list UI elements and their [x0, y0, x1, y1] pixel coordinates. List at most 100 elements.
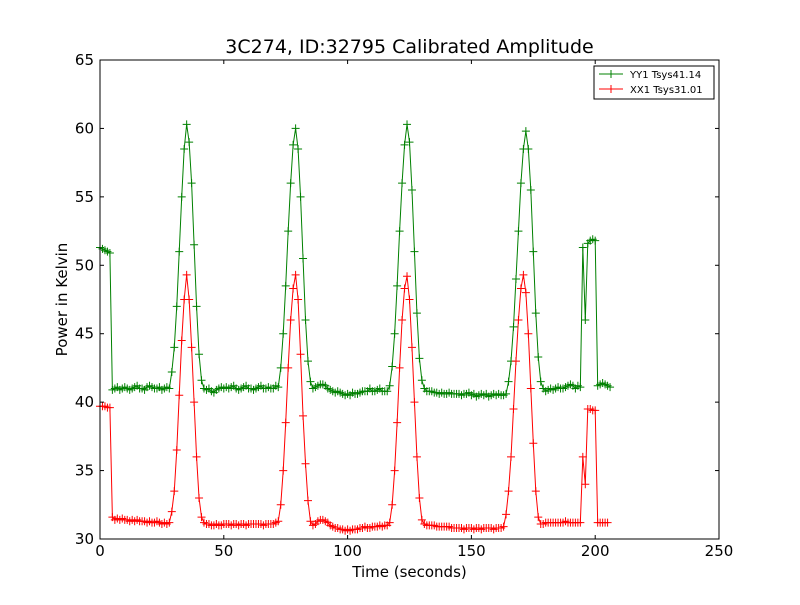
x-tick-label: 0: [95, 542, 105, 560]
x-tick-label: 100: [333, 542, 362, 560]
plot-area: [96, 120, 615, 535]
data-point: [534, 513, 543, 522]
data-point: [591, 236, 600, 245]
data-point: [504, 487, 513, 496]
x-tick-label: 50: [214, 542, 233, 560]
legend-box: [593, 65, 715, 100]
data-point: [526, 384, 535, 393]
data-point: [576, 518, 585, 527]
data-point: [511, 357, 520, 366]
y-tick-label: 55: [75, 188, 94, 206]
data-point: [576, 383, 585, 392]
legend-entry: XX1 Tsys31.01: [630, 85, 703, 96]
chart-title: 3C274, ID:32795 Calibrated Amplitude: [225, 36, 593, 58]
data-point: [195, 350, 204, 359]
data-point: [536, 377, 545, 386]
data-point: [417, 515, 426, 524]
data-point: [177, 336, 186, 345]
data-point: [172, 302, 181, 311]
data-point: [591, 406, 600, 415]
data-point: [299, 254, 308, 263]
data-point: [403, 272, 412, 281]
data-point: [509, 322, 518, 331]
data-point: [603, 518, 612, 527]
data-point: [531, 309, 540, 318]
data-point: [516, 284, 525, 293]
data-point: [301, 316, 310, 325]
y-axis: 30 35 40 45 50 55 60 65: [75, 51, 719, 548]
data-point: [415, 354, 424, 363]
data-point: [289, 284, 298, 293]
data-point: [294, 295, 303, 304]
data-point: [175, 391, 184, 400]
data-point: [279, 466, 288, 475]
x-axis-label: Time (seconds): [351, 563, 467, 581]
data-point: [197, 513, 206, 522]
data-point: [410, 398, 419, 407]
data-point: [581, 316, 590, 325]
data-point: [296, 350, 305, 359]
data-point: [499, 522, 508, 531]
data-point: [417, 376, 426, 385]
data-point: [393, 281, 402, 290]
data-point: [286, 316, 295, 325]
data-point: [521, 127, 530, 136]
data-point: [197, 376, 206, 385]
data-point: [167, 507, 176, 516]
data-point: [385, 518, 394, 527]
data-point: [606, 383, 615, 392]
data-point: [286, 179, 295, 188]
data-point: [504, 377, 513, 386]
data-point: [299, 411, 308, 420]
data-point: [180, 144, 189, 153]
data-point: [519, 270, 528, 279]
data-point: [388, 362, 397, 371]
data-point: [526, 186, 535, 195]
data-point: [507, 452, 516, 461]
data-point: [182, 270, 191, 279]
series-xx1: [96, 270, 612, 535]
data-point: [578, 452, 587, 461]
data-point: [301, 459, 310, 468]
y-tick-label: 65: [75, 51, 94, 69]
data-point: [385, 381, 394, 390]
data-point: [383, 387, 392, 396]
data-point: [412, 452, 421, 461]
data-point: [514, 316, 523, 325]
data-point: [274, 383, 283, 392]
x-tick-label: 250: [705, 542, 734, 560]
y-tick-label: 30: [75, 530, 94, 548]
data-point: [294, 144, 303, 153]
data-point: [403, 120, 412, 129]
data-point: [393, 418, 402, 427]
data-point: [170, 343, 179, 352]
data-point: [105, 403, 114, 412]
data-point: [165, 384, 174, 393]
data-point: [524, 329, 533, 338]
data-point: [400, 140, 409, 149]
data-point: [529, 439, 538, 448]
data-point: [296, 192, 305, 201]
data-point: [185, 295, 194, 304]
data-point: [170, 487, 179, 496]
data-point: [276, 363, 285, 372]
data-point: [529, 247, 538, 256]
data-point: [390, 329, 399, 338]
series-yy1: [96, 120, 615, 401]
data-point: [279, 329, 288, 338]
data-point: [502, 510, 511, 519]
data-point: [185, 138, 194, 147]
data-point: [405, 295, 414, 304]
data-point: [306, 517, 315, 526]
data-point: [388, 500, 397, 509]
data-point: [511, 274, 520, 283]
data-point: [303, 357, 312, 366]
data-point: [581, 480, 590, 489]
data-point: [105, 248, 114, 257]
legend-marker: [607, 85, 615, 93]
y-tick-label: 40: [75, 393, 94, 411]
legend: YY1 Tsys41.14 XX1 Tsys31.01: [593, 65, 715, 100]
